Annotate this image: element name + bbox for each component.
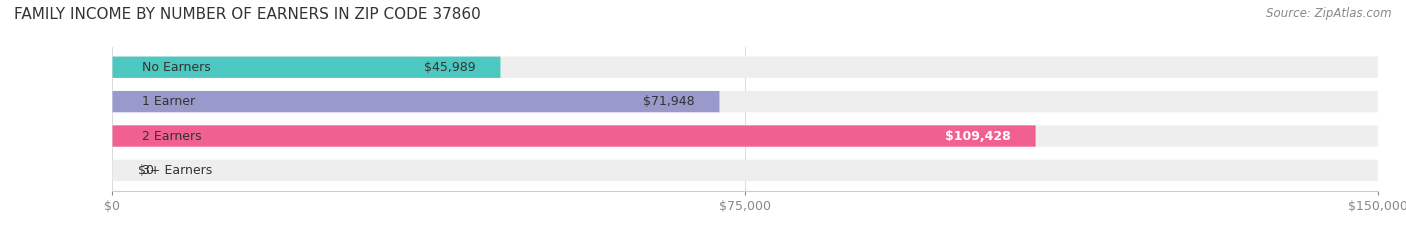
Text: 2 Earners: 2 Earners [142, 130, 201, 143]
Text: Source: ZipAtlas.com: Source: ZipAtlas.com [1267, 7, 1392, 20]
FancyBboxPatch shape [112, 91, 720, 112]
Text: $71,948: $71,948 [643, 95, 695, 108]
FancyBboxPatch shape [112, 57, 501, 78]
Text: 3+ Earners: 3+ Earners [142, 164, 212, 177]
FancyBboxPatch shape [112, 125, 1036, 147]
FancyBboxPatch shape [112, 125, 1378, 147]
FancyBboxPatch shape [112, 91, 1378, 112]
Text: $45,989: $45,989 [423, 61, 475, 74]
Text: $109,428: $109,428 [945, 130, 1011, 143]
Text: FAMILY INCOME BY NUMBER OF EARNERS IN ZIP CODE 37860: FAMILY INCOME BY NUMBER OF EARNERS IN ZI… [14, 7, 481, 22]
Text: 1 Earner: 1 Earner [142, 95, 195, 108]
Text: No Earners: No Earners [142, 61, 211, 74]
FancyBboxPatch shape [112, 160, 1378, 181]
FancyBboxPatch shape [112, 57, 1378, 78]
Text: $0: $0 [138, 164, 153, 177]
